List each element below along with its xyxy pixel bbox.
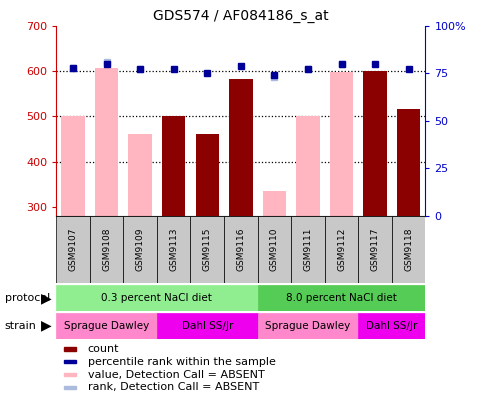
Bar [296, 116, 319, 216]
Text: value, Detection Call = ABSENT: value, Detection Call = ABSENT [87, 369, 264, 380]
Text: GSM9109: GSM9109 [135, 228, 144, 271]
Bar [290, 216, 324, 283]
Bar [63, 373, 76, 376]
Text: GSM9118: GSM9118 [403, 228, 412, 271]
Bar [257, 313, 358, 339]
Bar [358, 313, 425, 339]
Bar [157, 313, 257, 339]
Text: count: count [87, 344, 119, 354]
Bar [257, 216, 290, 283]
Bar [195, 134, 219, 216]
Text: ▶: ▶ [41, 291, 52, 305]
Bar [63, 386, 76, 389]
Text: GSM9108: GSM9108 [102, 228, 111, 271]
Text: GSM9117: GSM9117 [370, 228, 379, 271]
Text: 8.0 percent NaCl diet: 8.0 percent NaCl diet [285, 293, 396, 303]
Bar [391, 216, 425, 283]
Text: strain: strain [5, 321, 37, 331]
Text: GSM9110: GSM9110 [269, 228, 278, 271]
Text: Sprague Dawley: Sprague Dawley [64, 321, 149, 331]
Bar [128, 134, 152, 216]
Text: GSM9116: GSM9116 [236, 228, 245, 271]
Title: GDS574 / AF084186_s_at: GDS574 / AF084186_s_at [153, 10, 328, 23]
Bar [329, 72, 352, 216]
Bar [396, 109, 420, 216]
Text: Dahl SS/Jr: Dahl SS/Jr [366, 321, 417, 331]
Bar [90, 216, 123, 283]
Text: protocol: protocol [5, 293, 50, 303]
Text: Sprague Dawley: Sprague Dawley [265, 321, 350, 331]
Bar [157, 216, 190, 283]
Text: Dahl SS/Jr: Dahl SS/Jr [181, 321, 232, 331]
Text: rank, Detection Call = ABSENT: rank, Detection Call = ABSENT [87, 383, 258, 392]
Bar [56, 285, 257, 311]
Bar [363, 71, 386, 216]
Bar [61, 116, 84, 216]
Bar [162, 116, 185, 216]
Text: GSM9115: GSM9115 [203, 228, 211, 271]
Bar [63, 360, 76, 364]
Bar [257, 285, 425, 311]
Text: 0.3 percent NaCl diet: 0.3 percent NaCl diet [102, 293, 212, 303]
Bar [56, 216, 90, 283]
Text: GSM9111: GSM9111 [303, 228, 312, 271]
Bar [358, 216, 391, 283]
Bar [228, 79, 252, 216]
Bar [262, 191, 285, 216]
Bar [95, 68, 118, 216]
Bar [324, 216, 358, 283]
Bar [63, 347, 76, 350]
Bar [123, 216, 157, 283]
Bar [224, 216, 257, 283]
Text: GSM9107: GSM9107 [68, 228, 78, 271]
Text: percentile rank within the sample: percentile rank within the sample [87, 357, 275, 367]
Bar [190, 216, 224, 283]
Text: GSM9112: GSM9112 [336, 228, 346, 271]
Text: GSM9113: GSM9113 [169, 228, 178, 271]
Text: ▶: ▶ [41, 319, 52, 333]
Bar [56, 313, 157, 339]
